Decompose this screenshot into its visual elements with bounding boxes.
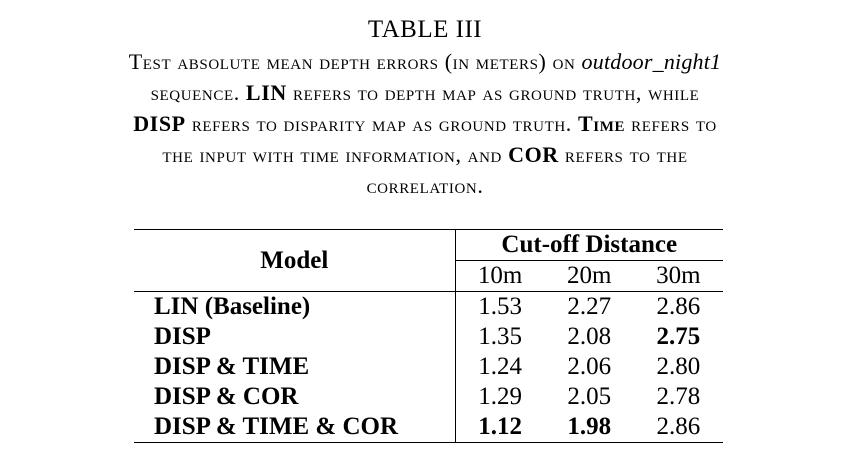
caption-text: refers to depth map as ground truth, whi… <box>286 80 700 105</box>
value-cell: 2.78 <box>656 383 701 410</box>
table-row: DISP 1.35 2.08 2.75 <box>134 322 723 352</box>
table-row: DISP & TIME & COR 1.12 1.98 2.86 <box>134 412 723 443</box>
value-cell: 2.80 <box>656 353 701 380</box>
value-cell: 2.08 <box>567 323 612 350</box>
caption-term-cor: COR <box>508 142 559 167</box>
caption-line-5: correlation. <box>366 173 484 198</box>
caption-term-disp: DISP <box>133 111 186 136</box>
caption-text: refers to the <box>558 142 688 167</box>
subheader-row: 10m 20m 30m <box>134 260 723 292</box>
caption-text: Test absolute mean depth errors (in mete… <box>128 49 582 74</box>
caption-text: sequence. <box>150 80 246 105</box>
value-cell: 1.12 <box>455 412 545 443</box>
results-table-container: Model Cut-off Distance 10m 20m 30m LIN (… <box>134 229 723 443</box>
value-cell: 2.27 <box>567 293 612 320</box>
model-name: LIN (Baseline) <box>134 291 456 322</box>
value-cell: 1.98 <box>544 412 634 443</box>
caption-line-1: Test absolute mean depth errors (in mete… <box>0 46 850 77</box>
value-cell: 1.35 <box>478 323 522 350</box>
column-header-30m: 30m <box>633 260 723 292</box>
value-cell: 2.86 <box>656 293 701 320</box>
header-row: Model Cut-off Distance <box>134 229 723 292</box>
table-row: DISP & TIME 1.24 2.06 2.80 <box>134 352 723 382</box>
table-number: TABLE III <box>367 16 483 43</box>
model-name: DISP & TIME & COR <box>134 412 456 443</box>
value-cell: 2.06 <box>567 353 612 380</box>
sequence-name: outdoor_night1 <box>581 49 722 74</box>
caption-line-4: the input with time information, and COR… <box>0 139 850 170</box>
cutoff-distance-header: Cut-off Distance <box>455 229 723 261</box>
caption-term-lin: LIN <box>245 80 287 105</box>
caption-text: refers to disparity map as ground truth. <box>185 111 578 136</box>
model-name: DISP <box>134 322 456 352</box>
value-cell: 1.29 <box>478 383 522 410</box>
value-cell: 2.86 <box>633 412 723 443</box>
caption-text: the input with time information, and <box>162 142 509 167</box>
caption-line-3: DISP refers to disparity map as ground t… <box>0 108 850 139</box>
model-name: DISP & TIME <box>134 352 456 382</box>
value-cell: 1.24 <box>478 353 522 380</box>
column-header-20m: 20m <box>544 260 634 292</box>
model-name: DISP & COR <box>134 382 456 412</box>
model-column-header: Model <box>134 229 456 292</box>
value-cell: 2.75 <box>656 323 701 350</box>
results-table: Model Cut-off Distance 10m 20m 30m LIN (… <box>134 229 723 443</box>
table-row: LIN (Baseline) 1.53 2.27 2.86 <box>134 291 723 322</box>
table-row: DISP & COR 1.29 2.05 2.78 <box>134 382 723 412</box>
caption-term-time: Time <box>577 111 626 136</box>
column-header-10m: 10m <box>455 260 545 292</box>
caption-line-2: sequence. LIN refers to depth map as gro… <box>0 77 850 108</box>
caption-text: refers to <box>625 111 717 136</box>
value-cell: 2.05 <box>567 383 612 410</box>
value-cell: 1.53 <box>478 293 522 320</box>
table-caption: TABLE III Test absolute mean depth error… <box>0 14 850 201</box>
